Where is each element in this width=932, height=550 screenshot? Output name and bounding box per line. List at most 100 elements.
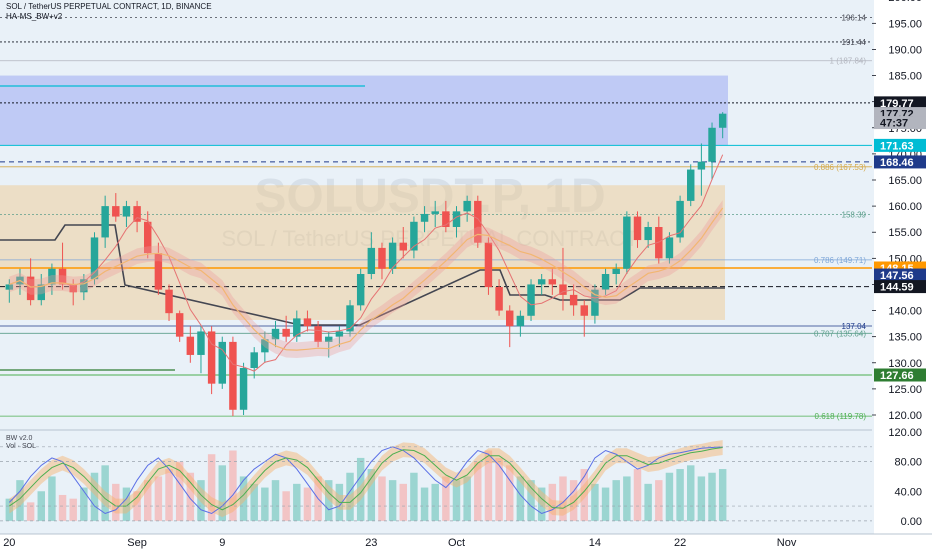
candle-body bbox=[90, 237, 99, 280]
candle-body bbox=[569, 294, 578, 306]
level-label: 191.44 bbox=[842, 38, 867, 47]
price-badge bbox=[874, 268, 926, 282]
level-label: 0.707 (135.64) bbox=[814, 329, 866, 338]
candle-body bbox=[58, 268, 67, 285]
candle-body bbox=[708, 127, 716, 162]
volume-bar bbox=[655, 480, 663, 521]
candle-body bbox=[506, 310, 514, 327]
volume-bar bbox=[26, 502, 35, 521]
candle-body bbox=[271, 328, 280, 340]
volume-bar bbox=[506, 465, 514, 521]
candle-body bbox=[26, 276, 35, 301]
volume-bar bbox=[48, 476, 56, 521]
volume-bar bbox=[122, 487, 131, 521]
candle-body bbox=[431, 211, 439, 214]
candle-body bbox=[442, 211, 450, 227]
volume-bar bbox=[452, 480, 461, 521]
volume-bar bbox=[516, 476, 525, 521]
volume-bar bbox=[5, 498, 14, 521]
candle-body bbox=[697, 161, 706, 170]
candle-body bbox=[335, 331, 344, 337]
candle-body bbox=[346, 305, 354, 332]
candle-body bbox=[48, 268, 56, 285]
volume-bar bbox=[58, 494, 67, 521]
price-badge bbox=[874, 138, 926, 152]
candle-body bbox=[207, 331, 216, 384]
candle-body bbox=[537, 279, 546, 285]
volume-bar bbox=[356, 457, 365, 521]
candle-body bbox=[452, 211, 461, 227]
level-label: 1 (187.84) bbox=[830, 57, 867, 66]
y-tick-label: 165.00 bbox=[888, 175, 922, 187]
volume-bar bbox=[165, 469, 173, 521]
volume-bar bbox=[271, 480, 280, 521]
volume-bar bbox=[112, 483, 120, 521]
candle-body bbox=[314, 326, 322, 342]
volume-bar bbox=[580, 469, 588, 521]
volume-bar bbox=[708, 472, 716, 521]
candle-body bbox=[601, 274, 610, 290]
level-label: 196.14 bbox=[842, 13, 867, 22]
level-label: 0.886 (167.53) bbox=[814, 163, 866, 172]
y-tick-label: 140.00 bbox=[888, 306, 922, 318]
candle-body bbox=[37, 284, 45, 301]
volume-bar bbox=[633, 469, 642, 521]
candle-body bbox=[623, 216, 631, 269]
candle-body bbox=[644, 227, 652, 241]
symbol-title: SOL / TetherUS PERPETUAL CONTRACT, 1D, B… bbox=[6, 2, 212, 11]
candle-body bbox=[378, 247, 386, 269]
y-tick-label: 200.00 bbox=[888, 0, 922, 4]
candle-body bbox=[399, 242, 407, 251]
volume-bar bbox=[537, 487, 546, 521]
candle-body bbox=[154, 253, 163, 290]
volume-bar bbox=[399, 483, 407, 521]
candle-body bbox=[101, 206, 109, 238]
candle-body bbox=[5, 284, 14, 290]
osc-band bbox=[9, 440, 723, 518]
candle-body bbox=[229, 341, 237, 410]
volume-bar bbox=[367, 469, 376, 521]
candle-body bbox=[655, 227, 663, 259]
y-tick-label: 130.00 bbox=[888, 358, 922, 370]
candle-body bbox=[591, 289, 599, 316]
lower-pane-title: BW v2.0 bbox=[6, 435, 33, 442]
x-tick-label: Nov bbox=[777, 537, 797, 549]
x-tick-label: 20 bbox=[3, 537, 15, 549]
lower-tick-label: 40.00 bbox=[894, 486, 922, 498]
volume-bar bbox=[623, 476, 631, 521]
volume-bar bbox=[718, 469, 727, 521]
volume-bar bbox=[474, 461, 482, 521]
candle-body bbox=[633, 216, 642, 241]
candle-body bbox=[495, 287, 503, 311]
volume-bar bbox=[325, 480, 333, 521]
candle-body bbox=[463, 200, 471, 212]
y-tick-label: 160.00 bbox=[888, 201, 922, 213]
price-badge bbox=[874, 280, 926, 294]
x-tick-label: 23 bbox=[365, 537, 377, 549]
candle-body bbox=[250, 352, 258, 368]
x-tick-label: 22 bbox=[674, 537, 686, 549]
candle-body bbox=[665, 237, 674, 259]
candle-body bbox=[527, 284, 535, 316]
candle-body bbox=[112, 206, 120, 217]
price-badge bbox=[874, 116, 926, 130]
volume-bar bbox=[154, 476, 163, 521]
lower-tick-label: 0.00 bbox=[901, 516, 922, 528]
candle-body bbox=[676, 200, 684, 238]
volume-bar bbox=[548, 483, 557, 521]
volume-bar bbox=[69, 498, 77, 521]
price-badge-label: 127.66 bbox=[880, 370, 914, 382]
volume-bar bbox=[133, 491, 141, 521]
candle-body bbox=[186, 336, 195, 355]
candle-body bbox=[484, 242, 493, 288]
price-badge-label: 144.59 bbox=[880, 282, 914, 294]
level-label: 137.04 bbox=[842, 322, 867, 331]
x-tick-label: Sep bbox=[127, 537, 147, 549]
candle-body bbox=[282, 328, 290, 337]
volume-bar bbox=[676, 469, 684, 521]
x-tick-label: 9 bbox=[219, 537, 225, 549]
volume-bar bbox=[80, 487, 88, 521]
candle-body bbox=[474, 200, 482, 243]
candle-body bbox=[410, 221, 418, 251]
